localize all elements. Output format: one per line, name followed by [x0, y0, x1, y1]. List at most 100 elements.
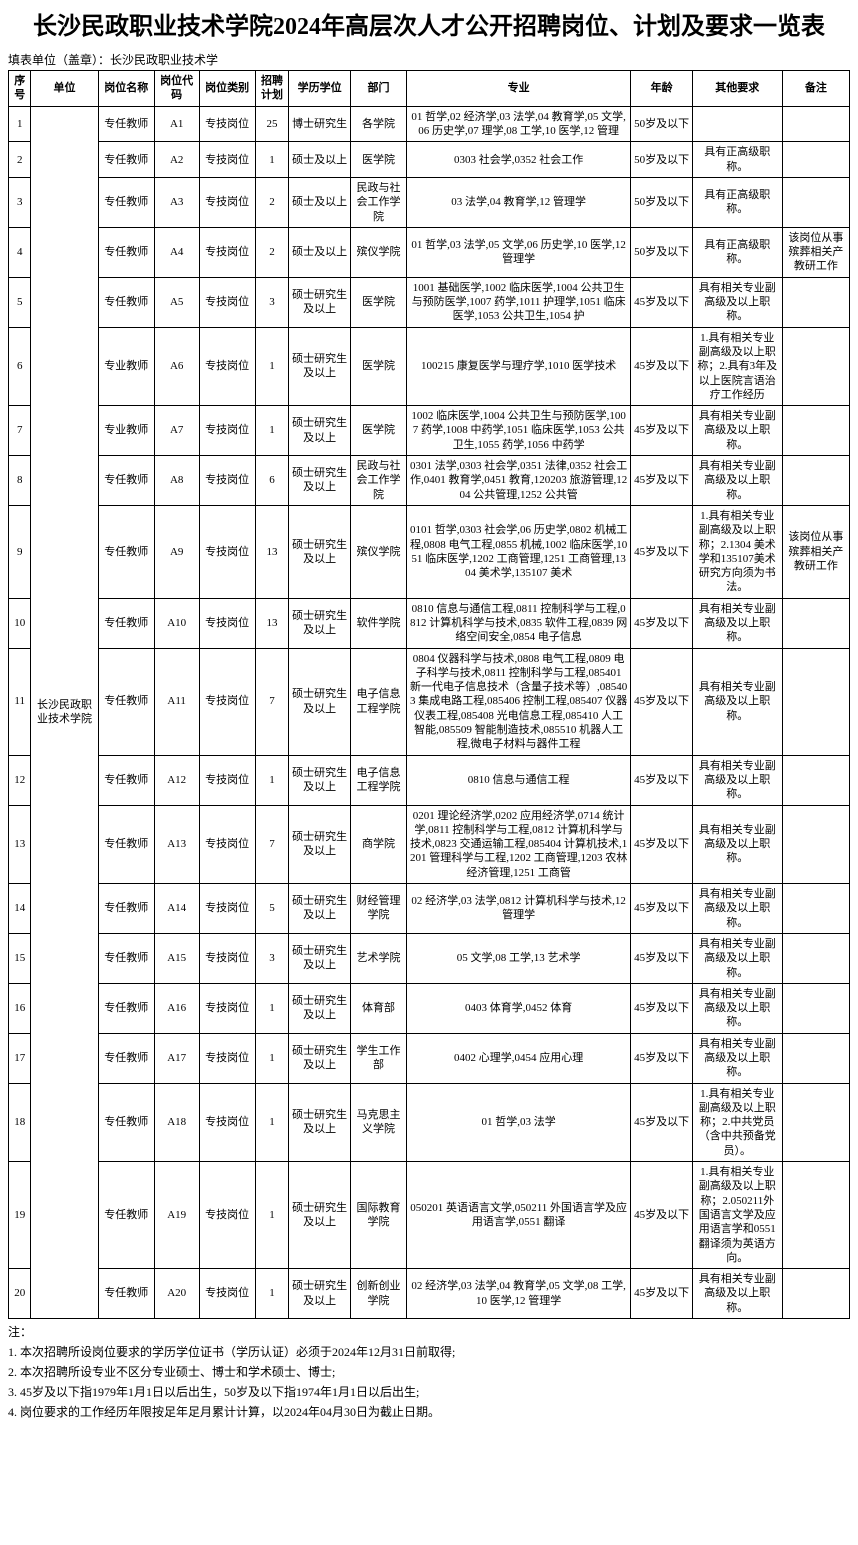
cell-dept: 创新创业学院	[350, 1269, 406, 1319]
cell-note	[782, 884, 849, 934]
cell-other: 1.具有相关专业副高级及以上职称；2.050211外国语言文学及应用语言学和05…	[692, 1162, 782, 1269]
col-seq: 序号	[9, 71, 31, 107]
cell-edu: 硕士研究生及以上	[289, 505, 351, 598]
cell-pcode: A14	[154, 884, 199, 934]
cell-age: 45岁及以下	[631, 805, 693, 883]
cell-ptype: 专技岗位	[199, 227, 255, 277]
cell-dept: 民政与社会工作学院	[350, 456, 406, 506]
table-row: 7专业教师A7专技岗位1硕士研究生及以上医学院1002 临床医学,1004 公共…	[9, 406, 850, 456]
cell-major: 05 文学,08 工学,13 艺术学	[407, 933, 631, 983]
cell-pcode: A2	[154, 142, 199, 178]
cell-dept: 学生工作部	[350, 1033, 406, 1083]
page-title: 长沙民政职业技术学院2024年高层次人才公开招聘岗位、计划及要求一览表	[8, 12, 850, 43]
cell-note	[782, 1083, 849, 1161]
col-plan: 招聘计划	[255, 71, 289, 107]
cell-plan: 6	[255, 456, 289, 506]
cell-plan: 7	[255, 648, 289, 755]
cell-seq: 8	[9, 456, 31, 506]
cell-ptype: 专技岗位	[199, 1269, 255, 1319]
cell-seq: 4	[9, 227, 31, 277]
cell-plan: 25	[255, 106, 289, 142]
cell-pname: 专任教师	[98, 1162, 154, 1269]
cell-ptype: 专技岗位	[199, 983, 255, 1033]
cell-ptype: 专技岗位	[199, 933, 255, 983]
cell-dept: 殡仪学院	[350, 505, 406, 598]
cell-note	[782, 805, 849, 883]
col-unit: 单位	[31, 71, 98, 107]
cell-ptype: 专技岗位	[199, 505, 255, 598]
cell-note	[782, 755, 849, 805]
note-line: 1. 本次招聘所设岗位要求的学历学位证书（学历认证）必须于2024年12月31日…	[8, 1343, 850, 1361]
cell-other	[692, 106, 782, 142]
cell-pname: 专任教师	[98, 1083, 154, 1161]
col-dept: 部门	[350, 71, 406, 107]
cell-pcode: A19	[154, 1162, 199, 1269]
cell-ptype: 专技岗位	[199, 456, 255, 506]
cell-major: 0403 体育学,0452 体育	[407, 983, 631, 1033]
cell-other: 具有相关专业副高级及以上职称。	[692, 456, 782, 506]
table-row: 1长沙民政职业技术学院专任教师A1专技岗位25博士研究生各学院01 哲学,02 …	[9, 106, 850, 142]
cell-pcode: A13	[154, 805, 199, 883]
cell-pname: 专任教师	[98, 884, 154, 934]
cell-pcode: A12	[154, 755, 199, 805]
cell-age: 50岁及以下	[631, 227, 693, 277]
cell-major: 1002 临床医学,1004 公共卫生与预防医学,1007 药学,1008 中药…	[407, 406, 631, 456]
cell-pname: 专任教师	[98, 106, 154, 142]
cell-seq: 1	[9, 106, 31, 142]
cell-ptype: 专技岗位	[199, 755, 255, 805]
cell-major: 1001 基础医学,1002 临床医学,1004 公共卫生与预防医学,1007 …	[407, 277, 631, 327]
table-row: 6专业教师A6专技岗位1硕士研究生及以上医学院100215 康复医学与理疗学,1…	[9, 327, 850, 405]
cell-age: 50岁及以下	[631, 142, 693, 178]
cell-note	[782, 277, 849, 327]
note-line: 3. 45岁及以下指1979年1月1日以后出生，50岁及以下指1974年1月1日…	[8, 1383, 850, 1401]
cell-pname: 专任教师	[98, 648, 154, 755]
cell-age: 50岁及以下	[631, 106, 693, 142]
table-row: 2专任教师A2专技岗位1硕士及以上医学院0303 社会学,0352 社会工作50…	[9, 142, 850, 178]
cell-dept: 电子信息工程学院	[350, 755, 406, 805]
cell-dept: 软件学院	[350, 598, 406, 648]
cell-seq: 2	[9, 142, 31, 178]
cell-pcode: A9	[154, 505, 199, 598]
cell-plan: 1	[255, 1269, 289, 1319]
cell-ptype: 专技岗位	[199, 1162, 255, 1269]
cell-note	[782, 142, 849, 178]
cell-note	[782, 406, 849, 456]
cell-dept: 医学院	[350, 406, 406, 456]
cell-pcode: A17	[154, 1033, 199, 1083]
cell-dept: 体育部	[350, 983, 406, 1033]
cell-seq: 7	[9, 406, 31, 456]
cell-plan: 1	[255, 1083, 289, 1161]
cell-ptype: 专技岗位	[199, 177, 255, 227]
cell-ptype: 专技岗位	[199, 142, 255, 178]
cell-age: 45岁及以下	[631, 406, 693, 456]
col-ptype: 岗位类别	[199, 71, 255, 107]
cell-ptype: 专技岗位	[199, 805, 255, 883]
cell-pname: 专任教师	[98, 805, 154, 883]
table-row: 4专任教师A4专技岗位2硕士及以上殡仪学院01 哲学,03 法学,05 文学,0…	[9, 227, 850, 277]
cell-pcode: A5	[154, 277, 199, 327]
cell-edu: 硕士研究生及以上	[289, 456, 351, 506]
cell-age: 45岁及以下	[631, 327, 693, 405]
cell-edu: 硕士及以上	[289, 142, 351, 178]
cell-pname: 专任教师	[98, 755, 154, 805]
cell-other: 1.具有相关专业副高级及以上职称；2.具有3年及以上医院言语治疗工作经历	[692, 327, 782, 405]
cell-major: 0804 仪器科学与技术,0808 电气工程,0809 电子科学与技术,0811…	[407, 648, 631, 755]
cell-major: 03 法学,04 教育学,12 管理学	[407, 177, 631, 227]
cell-edu: 硕士研究生及以上	[289, 406, 351, 456]
cell-age: 50岁及以下	[631, 177, 693, 227]
cell-age: 45岁及以下	[631, 983, 693, 1033]
cell-major: 0201 理论经济学,0202 应用经济学,0714 统计学,0811 控制科学…	[407, 805, 631, 883]
cell-note	[782, 106, 849, 142]
cell-seq: 3	[9, 177, 31, 227]
notes-label: 注：	[8, 1323, 850, 1341]
cell-other: 具有相关专业副高级及以上职称。	[692, 805, 782, 883]
note-line: 4. 岗位要求的工作经历年限按足年足月累计计算，以2024年04月30日为截止日…	[8, 1403, 850, 1421]
cell-plan: 3	[255, 277, 289, 327]
cell-age: 45岁及以下	[631, 1162, 693, 1269]
cell-plan: 1	[255, 983, 289, 1033]
cell-major: 0810 信息与通信工程	[407, 755, 631, 805]
cell-other: 具有正高级职称。	[692, 142, 782, 178]
cell-plan: 13	[255, 505, 289, 598]
cell-edu: 硕士研究生及以上	[289, 598, 351, 648]
cell-ptype: 专技岗位	[199, 327, 255, 405]
